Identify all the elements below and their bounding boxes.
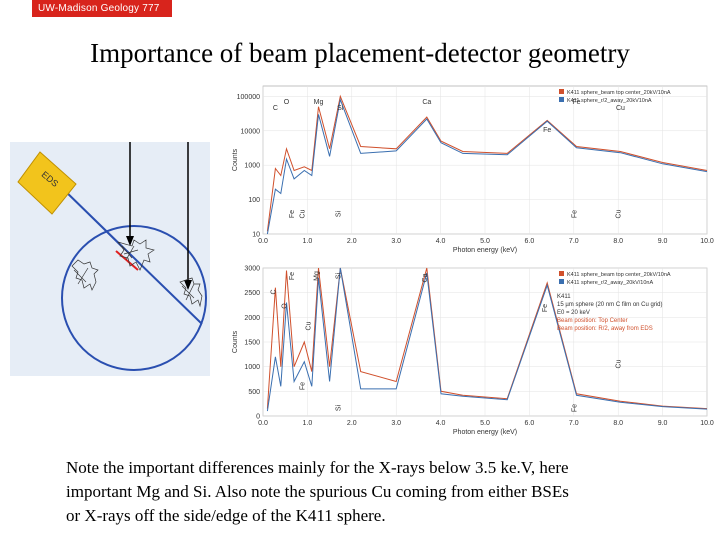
spectrum-chart-log: 0.0 1.0 2.0 3.0 4.0 5.0 6.0 7.0 8.0 9.0 10.0 10 100 1… — [232, 85, 714, 254]
peak-label-low: Cu — [299, 209, 306, 218]
x-tick-label: 1.0 — [303, 238, 313, 245]
x-tick-label: 6.0 — [525, 420, 535, 427]
y-axis-label: Counts — [232, 148, 239, 171]
y-tick-label: 3000 — [244, 266, 260, 273]
y-tick-label: 100 — [248, 197, 260, 204]
y-tick-label: 1500 — [244, 340, 260, 347]
legend-entry: K411 sphere_r/2_away_20kV10nA — [567, 98, 652, 104]
peak-label: O — [284, 99, 290, 106]
x-tick-label: 7.0 — [569, 238, 579, 245]
x-tick-label: 4.0 — [436, 238, 446, 245]
y-tick-label: 0 — [256, 414, 260, 421]
peak-label: Fe — [571, 404, 578, 412]
legend-swatch — [559, 279, 564, 284]
peak-label: Fe — [543, 127, 551, 134]
beam-arrowhead-side — [184, 280, 192, 290]
peak-label: Si — [337, 105, 344, 112]
series-line-r2-away — [266, 97, 708, 235]
peak-label: Fe — [572, 99, 580, 106]
peak-label: Si — [335, 404, 342, 411]
x-tick-label: 0.0 — [258, 420, 268, 427]
x-tick-label: 3.0 — [391, 238, 401, 245]
y-tick-label: 2500 — [244, 290, 260, 297]
peak-label-low: Si — [335, 210, 342, 217]
y-axis-label: Counts — [232, 330, 239, 353]
x-tick-label: 1.0 — [303, 420, 313, 427]
annotation-line: Beam position: R/2, away from EDS — [557, 326, 653, 332]
y-tick-label: 10000 — [241, 128, 261, 135]
peak-label: Cu — [616, 105, 625, 112]
y-tick-label: 2000 — [244, 315, 260, 322]
peak-label: Mg — [314, 271, 321, 281]
peak-label-low: Cu — [615, 209, 622, 218]
spectrum-chart-linear: 0.0 1.0 2.0 3.0 4.0 5.0 6.0 7.0 8.0 9.0 10.0 0 500 10… — [232, 266, 714, 437]
peak-label: Fe — [299, 382, 306, 390]
annotation-line: 15 µm sphere (20 nm C film on Cu grid) — [557, 302, 663, 308]
y-tick-label: 1000 — [244, 364, 260, 371]
beam-arrowhead-center — [126, 236, 134, 246]
takeoff-arrow — [63, 189, 123, 248]
peak-label: Fe — [289, 272, 296, 280]
x-axis-label: Photon energy (keV) — [453, 247, 517, 254]
legend-swatch — [559, 89, 564, 94]
x-tick-label: 5.0 — [480, 238, 490, 245]
spectra-panel: 0.0 1.0 2.0 3.0 4.0 5.0 6.0 7.0 8.0 9.0 10.0 10 100 1… — [221, 80, 715, 444]
x-tick-label: 2.0 — [347, 238, 357, 245]
peak-label: Cu — [305, 321, 312, 330]
interaction-segment — [115, 250, 139, 271]
legend-entry: K411 sphere_beam top center_20kV/10nA — [567, 90, 671, 96]
y-tick-label: 100000 — [237, 94, 260, 101]
k411-sphere — [61, 225, 207, 371]
peak-label: Si — [335, 272, 342, 279]
peak-label-low: Fe — [289, 210, 296, 218]
caption-line-1: Note the important differences mainly fo… — [66, 458, 569, 477]
series-line-r2-away — [266, 267, 708, 412]
legend-swatch — [559, 271, 564, 276]
caption-line-2: important Mg and Si. Also note the spuri… — [66, 482, 569, 501]
caption-line-3: or X-rays off the side/edge of the K411 … — [66, 506, 386, 525]
x-axis-label: Photon energy (keV) — [453, 429, 517, 436]
eds-detector — [17, 151, 77, 215]
annotation-line: K411 — [557, 294, 571, 300]
scatter-cloud-left — [71, 259, 99, 291]
y-tick-label: 10 — [252, 232, 260, 239]
x-tick-label: 3.0 — [391, 420, 401, 427]
x-tick-label: 9.0 — [658, 420, 668, 427]
x-tick-label: 0.0 — [258, 238, 268, 245]
scatter-cloud-top — [117, 239, 155, 271]
geometry-diagram: EDS — [10, 142, 210, 376]
y-tick-label: 500 — [248, 389, 260, 396]
scatter-cloud-right — [179, 277, 203, 308]
y-tick-label: 1000 — [244, 163, 260, 170]
x-tick-label: 10.0 — [700, 238, 714, 245]
x-tick-label: 4.0 — [436, 420, 446, 427]
legend-swatch — [559, 97, 564, 102]
peak-label: Cu — [615, 359, 622, 368]
slide-caption: Note the important differences mainly fo… — [66, 456, 686, 528]
peak-label: Ca — [422, 99, 431, 106]
series-line-top-center — [266, 94, 708, 232]
x-tick-label: 6.0 — [525, 238, 535, 245]
peak-label: Fe — [542, 304, 549, 312]
peak-label: Ca — [422, 273, 429, 282]
peak-label: Mg — [314, 99, 324, 106]
x-tick-label: 2.0 — [347, 420, 357, 427]
legend-entry: K411 sphere_r/2_away_20kV/10nA — [567, 280, 653, 286]
x-tick-label: 5.0 — [480, 420, 490, 427]
peak-label: O — [282, 303, 289, 309]
x-tick-label: 8.0 — [613, 420, 623, 427]
legend-entry: K411 sphere_beam top center_20kV/10nA — [567, 272, 671, 278]
x-tick-label: 9.0 — [658, 238, 668, 245]
peak-label-low: Fe — [571, 210, 578, 218]
x-tick-label: 8.0 — [613, 238, 623, 245]
annotation-line: E0 = 20 keV — [557, 310, 590, 316]
x-tick-label: 10.0 — [700, 420, 714, 427]
peak-label: C — [273, 105, 278, 112]
x-tick-label: 7.0 — [569, 420, 579, 427]
peak-label: C — [270, 289, 277, 294]
course-tag: UW-Madison Geology 777 — [32, 0, 172, 17]
annotation-line: Beam position: Top Center — [557, 318, 628, 324]
slide-title: Importance of beam placement-detector ge… — [90, 38, 630, 68]
